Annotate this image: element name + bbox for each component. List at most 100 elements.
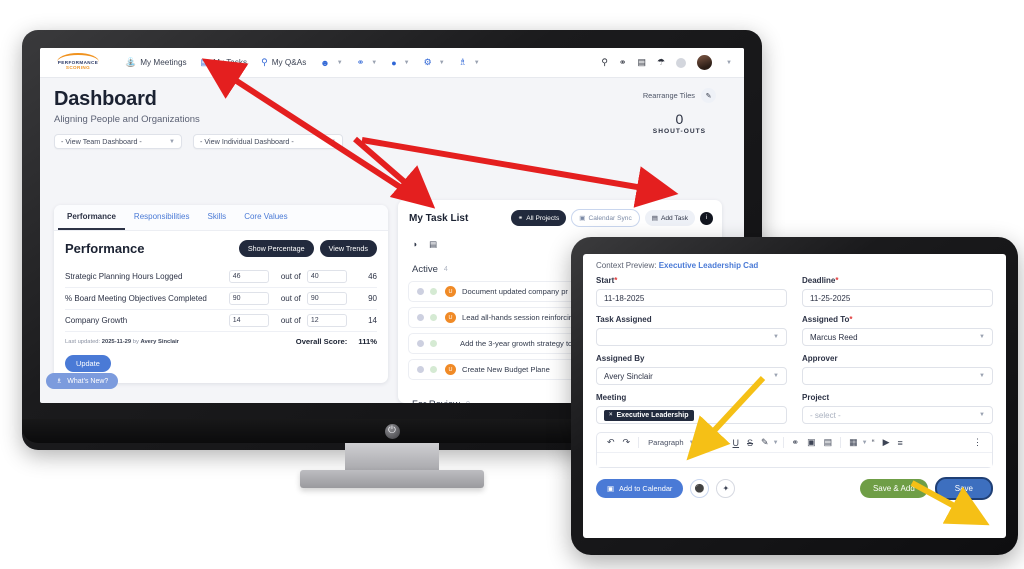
italic-icon[interactable]: I — [722, 437, 725, 448]
chevron-down-icon[interactable]: ▼ — [861, 439, 868, 446]
chevron-down-icon[interactable]: ▼ — [688, 439, 695, 446]
power-button-icon[interactable]: ⏻ — [384, 423, 400, 439]
highlight-icon[interactable]: ✎ — [761, 437, 769, 447]
form-row-approval: Assigned By Avery Sinclair ▼ Approver ▼ — [596, 354, 993, 385]
nav-item-settings[interactable]: ⚙ ▼ — [417, 53, 452, 72]
underline-icon[interactable]: U — [732, 437, 740, 448]
individual-dashboard-select[interactable]: - View Individual Dashboard - ▼ — [193, 134, 343, 149]
task-list-actions: ⚭ All Projects ▣ Calendar Sync ▤ Add Tas… — [510, 209, 713, 227]
project-select[interactable]: - select - ▼ — [802, 406, 993, 424]
metric-target-input[interactable]: 40 — [306, 270, 347, 283]
start-input[interactable]: 11-18-2025 — [596, 289, 787, 307]
toggle-view-icon[interactable]: ◑ — [412, 239, 418, 249]
list-view-icon[interactable]: ▤ — [429, 239, 438, 249]
info-badge[interactable]: i — [700, 211, 713, 225]
avatar[interactable] — [697, 55, 713, 70]
toolbar-divider — [698, 437, 700, 448]
pin-icon[interactable]: ⚭ — [618, 57, 627, 67]
tablet-screen: Context Preview: Executive Leadership Ca… — [583, 254, 1006, 538]
nav-item-briefcase[interactable]: ● ▼ — [384, 54, 416, 72]
list-icon: ▤ — [651, 215, 658, 222]
app-logo[interactable]: PERFORMANCE SCORING — [50, 52, 106, 73]
media-icon[interactable]: ▤ — [823, 437, 833, 447]
nav-item-my-meetings[interactable]: ⛲ My Meetings — [118, 53, 194, 72]
assigned-by-select[interactable]: Avery Sinclair ▼ — [596, 367, 787, 385]
rearrange-tiles-label: Rearrange Tiles — [642, 91, 695, 100]
strikethrough-icon[interactable]: S — [747, 437, 754, 448]
microphone-button[interactable]: ⚫ — [690, 479, 710, 498]
link-icon[interactable]: ⚭ — [791, 437, 800, 447]
editor-toolbar: ↶ ↷ Paragraph ▼ B I U S ✎ ▼ ⚭ — [597, 433, 992, 453]
image-icon[interactable]: ▣ — [807, 437, 816, 447]
meeting-select[interactable]: × Executive Leadership — [596, 406, 787, 424]
chevron-down-icon: ▼ — [979, 412, 985, 418]
task-section-active: Active 4 — [398, 250, 722, 281]
toolbar-divider — [782, 437, 784, 448]
more-options-icon[interactable]: ⋮ — [973, 437, 982, 447]
notification-badge[interactable] — [676, 57, 687, 68]
tab-skills[interactable]: Skills — [207, 212, 227, 221]
deadline-label: Deadline* — [802, 276, 993, 285]
search-icon[interactable]: ⚲ — [601, 57, 608, 67]
task-assigned-select[interactable]: ▼ — [596, 328, 787, 346]
video-icon[interactable]: ▶ — [882, 437, 890, 447]
quote-icon[interactable]: “ — [871, 437, 875, 448]
list-icon[interactable]: ▤ — [637, 57, 646, 67]
assigned-to-select[interactable]: Marcus Reed ▼ — [802, 328, 993, 346]
show-percentage-button[interactable]: Show Percentage — [238, 240, 314, 257]
paragraph-style-select[interactable]: Paragraph — [648, 438, 684, 447]
redo-icon[interactable]: ↷ — [622, 437, 631, 447]
close-icon[interactable]: × — [609, 412, 613, 418]
save-button[interactable]: Save — [934, 477, 993, 500]
deadline-value: 11-25-2025 — [810, 293, 851, 303]
team-dashboard-select[interactable]: - View Team Dashboard - ▼ — [54, 134, 182, 149]
metric-target-input[interactable]: 90 — [306, 292, 347, 305]
bell-icon[interactable]: ☂ — [656, 57, 666, 67]
task-view-toggles: ◑ ▤ — [398, 227, 722, 250]
tab-core-values[interactable]: Core Values — [244, 212, 288, 221]
task-form: Start* 11-18-2025 Deadline* 11-25-2025 — [583, 270, 1006, 468]
list-icon[interactable]: ≡ — [897, 437, 903, 448]
deadline-input[interactable]: 11-25-2025 — [802, 289, 993, 307]
table-icon[interactable]: ▦ — [849, 437, 858, 447]
magic-wand-icon: ✦ — [722, 484, 730, 493]
nav-item-people[interactable]: ☻ ▼ — [313, 54, 349, 72]
chevron-down-icon[interactable]: ▼ — [726, 59, 732, 66]
meeting-chip[interactable]: × Executive Leadership — [604, 409, 694, 421]
all-projects-button[interactable]: ⚭ All Projects — [510, 210, 567, 226]
editor-content-area[interactable] — [597, 453, 992, 467]
metric-value-input[interactable]: 90 — [228, 292, 269, 305]
nav-item-my-qas[interactable]: ⚲ My Q&As — [254, 53, 313, 72]
start-field-group: Start* 11-18-2025 — [596, 276, 787, 307]
undo-icon[interactable]: ↶ — [607, 437, 615, 447]
tab-responsibilities[interactable]: Responsibilities — [133, 212, 190, 221]
ai-magic-button[interactable]: ✦ — [716, 479, 736, 498]
tab-performance[interactable]: Performance — [58, 205, 125, 230]
individual-dashboard-value: - View Individual Dashboard - — [200, 137, 294, 146]
performance-actions: Show Percentage View Trends — [238, 240, 377, 257]
calendar-sync-button[interactable]: ▣ Calendar Sync — [571, 209, 640, 227]
required-marker: * — [849, 315, 853, 324]
whats-new-button[interactable]: ♗ What's New? — [46, 373, 119, 389]
bold-icon[interactable]: B — [707, 437, 715, 448]
shoutouts-label: SHOUT-OUTS — [652, 128, 707, 135]
metric-value-input[interactable]: 14 — [228, 314, 269, 327]
out-of-label: out of — [274, 266, 307, 288]
view-trends-button[interactable]: View Trends — [319, 240, 377, 257]
metric-value-input[interactable]: 46 — [228, 270, 269, 283]
pencil-icon[interactable]: ✎ — [701, 88, 716, 103]
add-to-calendar-button[interactable]: ▣ Add to Calendar — [596, 479, 684, 498]
approver-select[interactable]: ▼ — [802, 367, 993, 385]
metric-target-input[interactable]: 12 — [306, 314, 347, 327]
save-and-add-button[interactable]: Save & Add — [859, 479, 928, 498]
rearrange-tiles-control[interactable]: Rearrange Tiles ✎ — [643, 88, 716, 103]
add-task-button[interactable]: ▤ Add Task — [644, 210, 695, 226]
table-row: Company Growth 14 out of 12 14 — [65, 309, 377, 332]
nav-item-org-chart[interactable]: ⚭ ▼ — [350, 53, 385, 72]
nav-item-my-tasks[interactable]: ▤ My Tasks — [194, 53, 254, 72]
chevron-down-icon: ▼ — [773, 334, 779, 340]
nav-item-user[interactable]: ♗ ▼ — [452, 53, 487, 72]
chevron-down-icon: ▼ — [169, 138, 175, 145]
chevron-down-icon[interactable]: ▼ — [772, 439, 779, 446]
update-button[interactable]: Update — [65, 355, 111, 372]
